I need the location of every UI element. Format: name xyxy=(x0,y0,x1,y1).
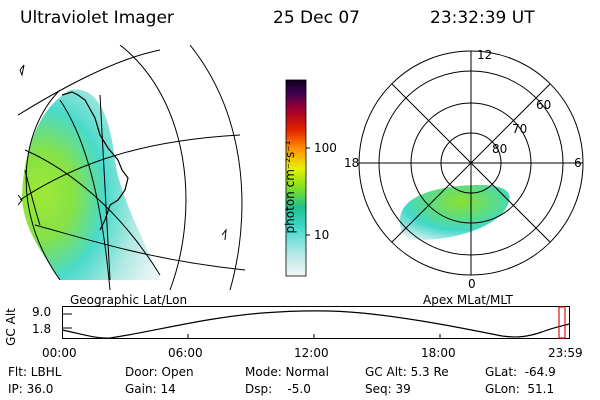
altitude-y-label: GC Alt xyxy=(4,308,18,346)
aurora-region-geo xyxy=(22,89,160,280)
x-tick-1800: 18:00 xyxy=(421,346,456,360)
current-time-marker xyxy=(558,306,566,339)
colorbar xyxy=(285,79,310,277)
x-tick-1200: 12:00 xyxy=(294,346,329,360)
ip-info: IP: 36.0 xyxy=(8,382,54,396)
polar-plot: 12 18 6 0 60 70 80 xyxy=(344,48,584,290)
lat-label-70: 70 xyxy=(512,122,527,136)
colorbar-unit-label: photon cm⁻²s⁻¹ xyxy=(283,140,297,234)
mlt-label-0: 0 xyxy=(468,277,476,290)
glon-info: GLon: 51.1 xyxy=(485,382,555,396)
altitude-ymin: 1.8 xyxy=(32,322,52,336)
colorbar-tick-100: 100 xyxy=(314,141,337,155)
apex-label: Apex MLat/MLT xyxy=(423,293,513,307)
aurora-oval xyxy=(400,185,510,240)
lat-label-60: 60 xyxy=(536,98,551,112)
colorbar-tick-10: 10 xyxy=(314,228,330,242)
polar-grid xyxy=(358,50,584,276)
gc-alt-info: GC Alt: 5.3 Re xyxy=(365,365,449,379)
door-info: Door: Open xyxy=(125,365,194,379)
filter-info: Flt: LBHL xyxy=(8,365,62,379)
x-tick-0600: 06:00 xyxy=(168,346,203,360)
coastline xyxy=(61,91,129,231)
date-label: 25 Dec 07 xyxy=(273,8,360,28)
x-tick-0000: 00:00 xyxy=(42,346,77,360)
mlt-label-12: 12 xyxy=(477,48,492,62)
altitude-curve xyxy=(62,310,570,339)
graticule xyxy=(18,45,246,290)
gain-info: Gain: 14 xyxy=(125,382,176,396)
mode-info: Mode: Normal xyxy=(245,365,329,379)
dsp-info: Dsp: -5.0 xyxy=(245,382,311,396)
time-label: 23:32:39 UT xyxy=(430,8,535,28)
geographic-map xyxy=(18,45,246,290)
mlt-label-6: 6 xyxy=(574,156,582,170)
lat-label-80: 80 xyxy=(492,142,507,156)
altitude-plot xyxy=(62,306,570,339)
seq-info: Seq: 39 xyxy=(365,382,411,396)
mlt-label-18: 18 xyxy=(344,156,359,170)
altitude-ymax: 9.0 xyxy=(32,305,52,319)
glat-info: GLat: -64.9 xyxy=(485,365,556,379)
instrument-title: Ultraviolet Imager xyxy=(20,8,174,28)
geographic-label: Geographic Lat/Lon xyxy=(70,293,188,307)
x-tick-2359: 23:59 xyxy=(548,346,583,360)
